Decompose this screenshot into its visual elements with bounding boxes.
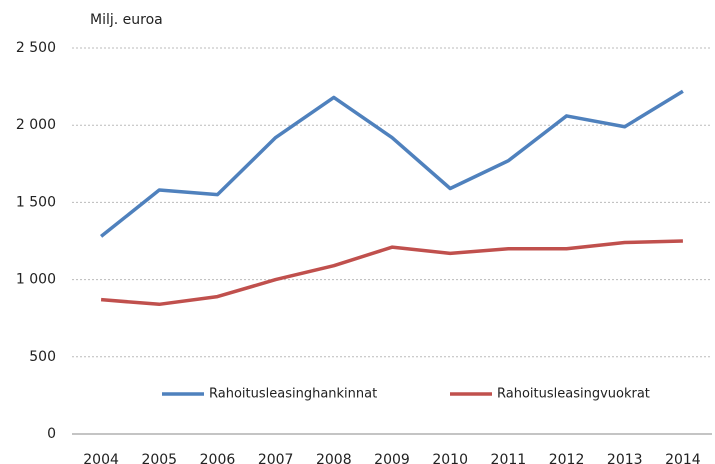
line-series xyxy=(100,239,683,307)
x-tick-label: 2009 xyxy=(374,452,410,464)
x-tick-label: 2013 xyxy=(607,452,643,464)
y-tick-label: 0 xyxy=(47,426,56,442)
y-axis-label: Milj. euroa xyxy=(90,12,163,28)
x-tick-label: 2011 xyxy=(491,452,527,464)
x-tick-label: 2008 xyxy=(316,452,352,464)
x-tick-label: 2005 xyxy=(141,452,177,464)
x-tick-label: 2004 xyxy=(83,452,119,464)
line-series xyxy=(100,89,684,238)
y-tick-label: 2 500 xyxy=(16,40,56,56)
x-tick-label: 2007 xyxy=(258,452,294,464)
legend-label: Rahoitusleasingvuokrat xyxy=(497,387,650,402)
x-tick-label: 2006 xyxy=(200,452,236,464)
y-tick-label: 1 000 xyxy=(16,272,56,288)
y-tick-label: 2 000 xyxy=(16,117,56,133)
x-tick-label: 2010 xyxy=(432,452,468,464)
x-tick-label: 2014 xyxy=(665,452,701,464)
y-tick-label: 500 xyxy=(29,349,56,365)
y-tick-label: 1 500 xyxy=(16,194,56,210)
legend-label: Rahoitusleasinghankinnat xyxy=(209,387,377,402)
x-tick-label: 2012 xyxy=(549,452,585,464)
